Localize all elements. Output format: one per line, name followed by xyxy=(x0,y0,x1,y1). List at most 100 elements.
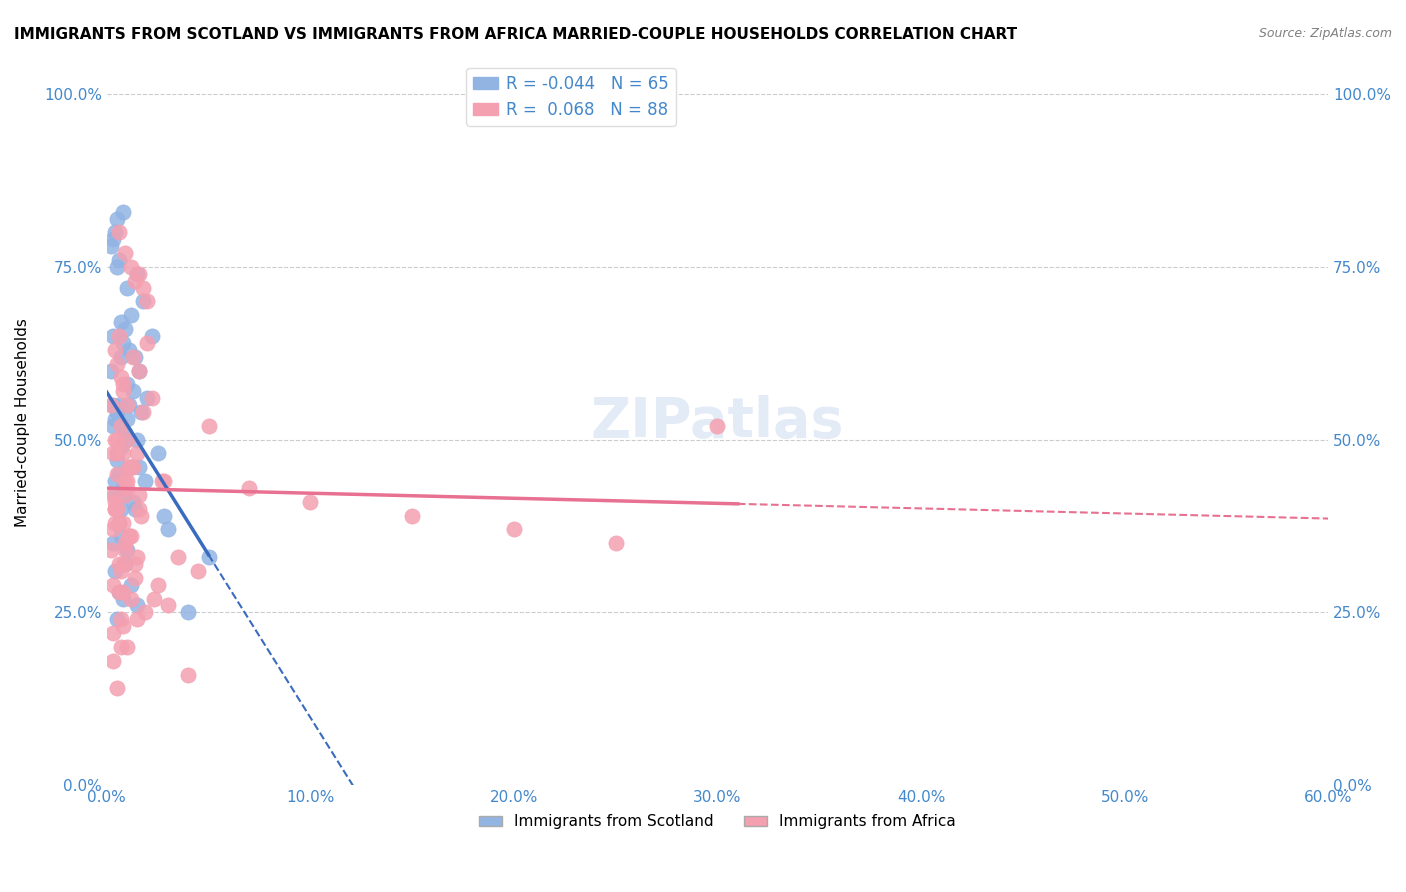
Point xyxy=(100,239,122,253)
Point xyxy=(104,474,127,488)
Point xyxy=(146,578,169,592)
Point xyxy=(120,460,142,475)
Point xyxy=(105,501,128,516)
Point xyxy=(115,280,138,294)
Point xyxy=(127,267,149,281)
Point xyxy=(115,433,138,447)
Point xyxy=(108,516,131,530)
Point xyxy=(122,350,145,364)
Point xyxy=(150,474,173,488)
Point xyxy=(108,225,131,239)
Y-axis label: Married-couple Households: Married-couple Households xyxy=(15,318,30,527)
Point xyxy=(502,523,524,537)
Point xyxy=(112,335,135,350)
Point xyxy=(104,564,127,578)
Point xyxy=(124,274,146,288)
Point xyxy=(141,391,163,405)
Point xyxy=(120,308,142,322)
Point xyxy=(105,433,128,447)
Point xyxy=(105,446,128,460)
Point xyxy=(177,605,200,619)
Point xyxy=(118,529,141,543)
Point xyxy=(105,612,128,626)
Point xyxy=(187,564,209,578)
Point xyxy=(134,605,156,619)
Point xyxy=(141,329,163,343)
Point xyxy=(127,599,149,613)
Point xyxy=(101,418,124,433)
Point xyxy=(101,446,124,460)
Point xyxy=(152,508,174,523)
Point xyxy=(112,481,135,495)
Point xyxy=(104,516,127,530)
Point xyxy=(108,398,131,412)
Point xyxy=(114,433,136,447)
Point xyxy=(104,495,127,509)
Point xyxy=(101,398,124,412)
Point xyxy=(115,377,138,392)
Text: ZIPatlas: ZIPatlas xyxy=(591,395,844,450)
Point xyxy=(101,578,124,592)
Point xyxy=(104,412,127,426)
Point xyxy=(401,508,423,523)
Point xyxy=(120,578,142,592)
Point xyxy=(120,529,142,543)
Point xyxy=(122,495,145,509)
Point xyxy=(112,557,135,571)
Point xyxy=(706,418,728,433)
Point xyxy=(197,418,219,433)
Point xyxy=(115,412,138,426)
Point xyxy=(100,363,122,377)
Point xyxy=(104,433,127,447)
Point xyxy=(110,350,132,364)
Point xyxy=(105,405,128,419)
Point xyxy=(115,398,138,412)
Point xyxy=(112,516,135,530)
Point xyxy=(105,260,128,274)
Point xyxy=(134,474,156,488)
Point xyxy=(101,232,124,246)
Point xyxy=(105,446,128,460)
Point xyxy=(156,523,179,537)
Point xyxy=(156,599,179,613)
Point xyxy=(167,550,190,565)
Point xyxy=(100,543,122,558)
Point xyxy=(132,280,155,294)
Point xyxy=(238,481,260,495)
Point xyxy=(120,460,142,475)
Point xyxy=(136,294,159,309)
Point xyxy=(605,536,627,550)
Point xyxy=(104,501,127,516)
Point xyxy=(124,557,146,571)
Point xyxy=(114,557,136,571)
Point xyxy=(136,391,159,405)
Point xyxy=(118,343,141,357)
Point xyxy=(114,543,136,558)
Point xyxy=(114,474,136,488)
Point xyxy=(124,501,146,516)
Point xyxy=(105,467,128,482)
Point xyxy=(122,460,145,475)
Point xyxy=(112,384,135,399)
Point xyxy=(127,550,149,565)
Point xyxy=(104,488,127,502)
Point xyxy=(177,667,200,681)
Point xyxy=(114,536,136,550)
Point xyxy=(101,654,124,668)
Point xyxy=(110,564,132,578)
Point xyxy=(101,488,124,502)
Text: Source: ZipAtlas.com: Source: ZipAtlas.com xyxy=(1258,27,1392,40)
Point xyxy=(105,681,128,696)
Point xyxy=(110,612,132,626)
Point xyxy=(110,315,132,329)
Point xyxy=(108,252,131,267)
Point xyxy=(127,612,149,626)
Point xyxy=(114,322,136,336)
Point xyxy=(112,377,135,392)
Point xyxy=(131,405,153,419)
Point xyxy=(112,204,135,219)
Point xyxy=(104,501,127,516)
Point xyxy=(146,446,169,460)
Point xyxy=(152,474,174,488)
Point xyxy=(115,474,138,488)
